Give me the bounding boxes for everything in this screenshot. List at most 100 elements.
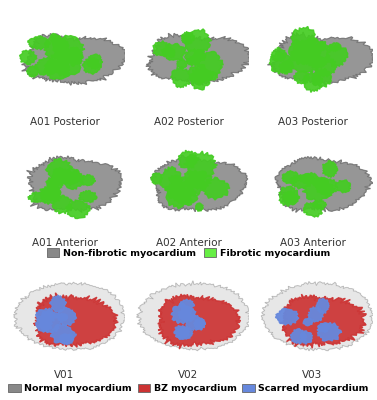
Polygon shape <box>189 68 210 90</box>
Polygon shape <box>33 293 118 347</box>
Polygon shape <box>48 177 63 189</box>
Polygon shape <box>65 47 83 66</box>
Polygon shape <box>44 60 70 79</box>
Polygon shape <box>14 282 127 350</box>
Polygon shape <box>175 327 193 339</box>
Polygon shape <box>171 303 192 324</box>
Polygon shape <box>291 329 306 344</box>
Polygon shape <box>313 200 327 208</box>
Polygon shape <box>291 47 314 64</box>
Polygon shape <box>51 35 61 46</box>
Text: A03 Posterior: A03 Posterior <box>277 117 347 127</box>
Polygon shape <box>161 44 187 60</box>
Polygon shape <box>53 38 69 52</box>
Text: A01 Anterior: A01 Anterior <box>32 238 98 248</box>
Polygon shape <box>176 188 198 206</box>
Polygon shape <box>168 180 187 202</box>
Polygon shape <box>195 203 203 211</box>
Polygon shape <box>136 281 251 351</box>
Polygon shape <box>146 33 253 85</box>
Legend: Normal myocardium, BZ myocardium, Scarred myocardium: Normal myocardium, BZ myocardium, Scarre… <box>8 384 369 393</box>
Polygon shape <box>315 57 337 77</box>
Polygon shape <box>27 66 39 77</box>
Polygon shape <box>80 174 96 186</box>
Polygon shape <box>82 58 101 74</box>
Polygon shape <box>328 43 341 51</box>
Polygon shape <box>302 179 335 202</box>
Polygon shape <box>303 202 323 217</box>
Polygon shape <box>316 178 337 196</box>
Polygon shape <box>57 174 70 184</box>
Polygon shape <box>261 282 374 351</box>
Polygon shape <box>63 170 84 190</box>
Polygon shape <box>37 309 63 333</box>
Polygon shape <box>201 71 218 81</box>
Polygon shape <box>177 60 187 69</box>
Polygon shape <box>193 49 206 62</box>
Polygon shape <box>198 52 223 79</box>
Polygon shape <box>28 192 48 202</box>
Polygon shape <box>280 294 366 348</box>
Polygon shape <box>50 324 76 344</box>
Polygon shape <box>282 171 299 184</box>
Polygon shape <box>178 306 196 322</box>
Polygon shape <box>63 168 81 186</box>
Polygon shape <box>174 326 190 338</box>
Polygon shape <box>35 308 57 322</box>
Polygon shape <box>279 186 299 206</box>
Polygon shape <box>308 307 323 322</box>
Polygon shape <box>271 47 287 62</box>
Polygon shape <box>180 299 195 310</box>
Polygon shape <box>20 50 37 65</box>
Text: A01 Posterior: A01 Posterior <box>30 117 100 127</box>
Polygon shape <box>27 156 122 212</box>
Polygon shape <box>34 58 57 75</box>
Polygon shape <box>291 26 317 54</box>
Polygon shape <box>186 56 200 66</box>
Polygon shape <box>185 49 202 64</box>
Text: A02 Anterior: A02 Anterior <box>156 238 221 248</box>
Polygon shape <box>283 191 298 203</box>
Polygon shape <box>44 34 67 59</box>
Polygon shape <box>166 181 193 209</box>
Polygon shape <box>66 200 90 218</box>
Polygon shape <box>181 32 195 44</box>
Polygon shape <box>275 157 373 212</box>
Text: V01: V01 <box>54 370 75 380</box>
Polygon shape <box>318 323 330 332</box>
Polygon shape <box>276 308 299 325</box>
Polygon shape <box>153 41 171 57</box>
Polygon shape <box>312 68 331 87</box>
Polygon shape <box>54 58 67 72</box>
Polygon shape <box>303 71 323 92</box>
Polygon shape <box>290 175 313 189</box>
Polygon shape <box>300 331 313 344</box>
Polygon shape <box>180 170 212 189</box>
Legend: Non-fibrotic myocardium, Fibrotic myocardium: Non-fibrotic myocardium, Fibrotic myocar… <box>47 248 330 258</box>
Polygon shape <box>50 295 67 313</box>
Polygon shape <box>317 322 342 341</box>
Polygon shape <box>58 314 68 321</box>
Polygon shape <box>151 173 162 184</box>
Polygon shape <box>294 38 330 65</box>
Polygon shape <box>313 177 328 188</box>
Polygon shape <box>36 314 52 332</box>
Polygon shape <box>49 49 81 77</box>
Polygon shape <box>316 41 326 52</box>
Polygon shape <box>53 36 85 63</box>
Polygon shape <box>159 166 182 192</box>
Polygon shape <box>323 161 338 178</box>
Polygon shape <box>41 186 61 201</box>
Polygon shape <box>21 34 129 85</box>
Polygon shape <box>308 56 328 68</box>
Polygon shape <box>336 180 351 193</box>
Polygon shape <box>169 175 181 184</box>
Text: V03: V03 <box>302 370 323 380</box>
Polygon shape <box>79 190 97 202</box>
Polygon shape <box>294 45 321 62</box>
Polygon shape <box>194 318 205 330</box>
Polygon shape <box>158 294 241 349</box>
Polygon shape <box>183 172 206 196</box>
Polygon shape <box>87 54 103 69</box>
Polygon shape <box>289 40 319 61</box>
